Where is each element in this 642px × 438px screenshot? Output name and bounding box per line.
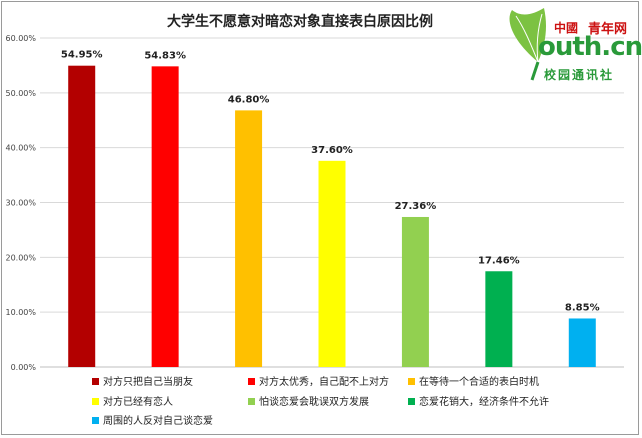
legend-swatch [248,378,255,385]
data-label: 46.80% [228,94,270,105]
y-tick-label: 10.00% [5,308,36,317]
data-label: 37.60% [311,145,353,156]
bar [151,66,179,368]
data-label: 54.83% [144,50,186,61]
logo-domain: outh.cn [538,32,642,62]
data-label: 17.46% [478,255,520,266]
y-tick-label: 30.00% [5,199,36,208]
bar [235,110,263,367]
legend-label: 对方只把自己当朋友 [103,375,193,388]
legend-label: 在等待一个合适的表白时机 [419,375,539,388]
data-label: 54.95% [61,50,103,61]
y-tick-label: 50.00% [5,89,36,98]
legend-swatch [92,398,99,405]
legend-label: 恋爱花销大，经济条件不允许 [419,395,549,408]
y-axis-ticks: 0.00% 10.00% 20.00% 30.00% 40.00% 50.00% 60.00… [5,34,36,372]
data-label: 8.85% [565,302,600,313]
legend-swatch [408,398,415,405]
data-label: 27.36% [395,201,437,212]
youth-cn-logo: 中國 青年网 outh.cn 校园通讯社 [486,4,642,84]
data-labels: 54.95% 54.83% 46.80% 37.60% 27.36% 17.46% 8.85… [61,50,600,314]
bar [568,318,596,367]
bars [68,65,596,368]
legend-swatch [92,417,99,424]
legend-label: 对方已经有恋人 [103,395,173,408]
y-tick-label: 0.00% [11,363,37,372]
logo-subtitle: 校园通讯社 [544,68,615,82]
legend-swatch [408,378,415,385]
bar [485,271,513,367]
logo-china-mark: 中國 [554,21,579,35]
legend-swatch [248,398,255,405]
bar [401,216,429,367]
bar [68,65,96,368]
legend: 对方只把自己当朋友 对方太优秀，自己配不上对方 在等待一个合适的表白时机对方已经有恋… [92,375,549,427]
legend-swatch [92,378,99,385]
bar [318,160,346,367]
chart-title: 大学生不愿意对暗恋对象直接表白原因比例 [167,13,433,30]
y-tick-label: 20.00% [5,253,36,262]
legend-label: 周围的人反对自己谈恋爱 [103,414,213,427]
ginkgo-leaf-icon [509,8,546,81]
legend-label: 对方太优秀，自己配不上对方 [259,375,389,388]
y-tick-label: 40.00% [5,144,36,153]
logo-name: 青年网 [588,22,628,37]
legend-label: 怕谈恋爱会耽误双方发展 [259,395,369,408]
y-tick-label: 60.00% [5,34,36,43]
